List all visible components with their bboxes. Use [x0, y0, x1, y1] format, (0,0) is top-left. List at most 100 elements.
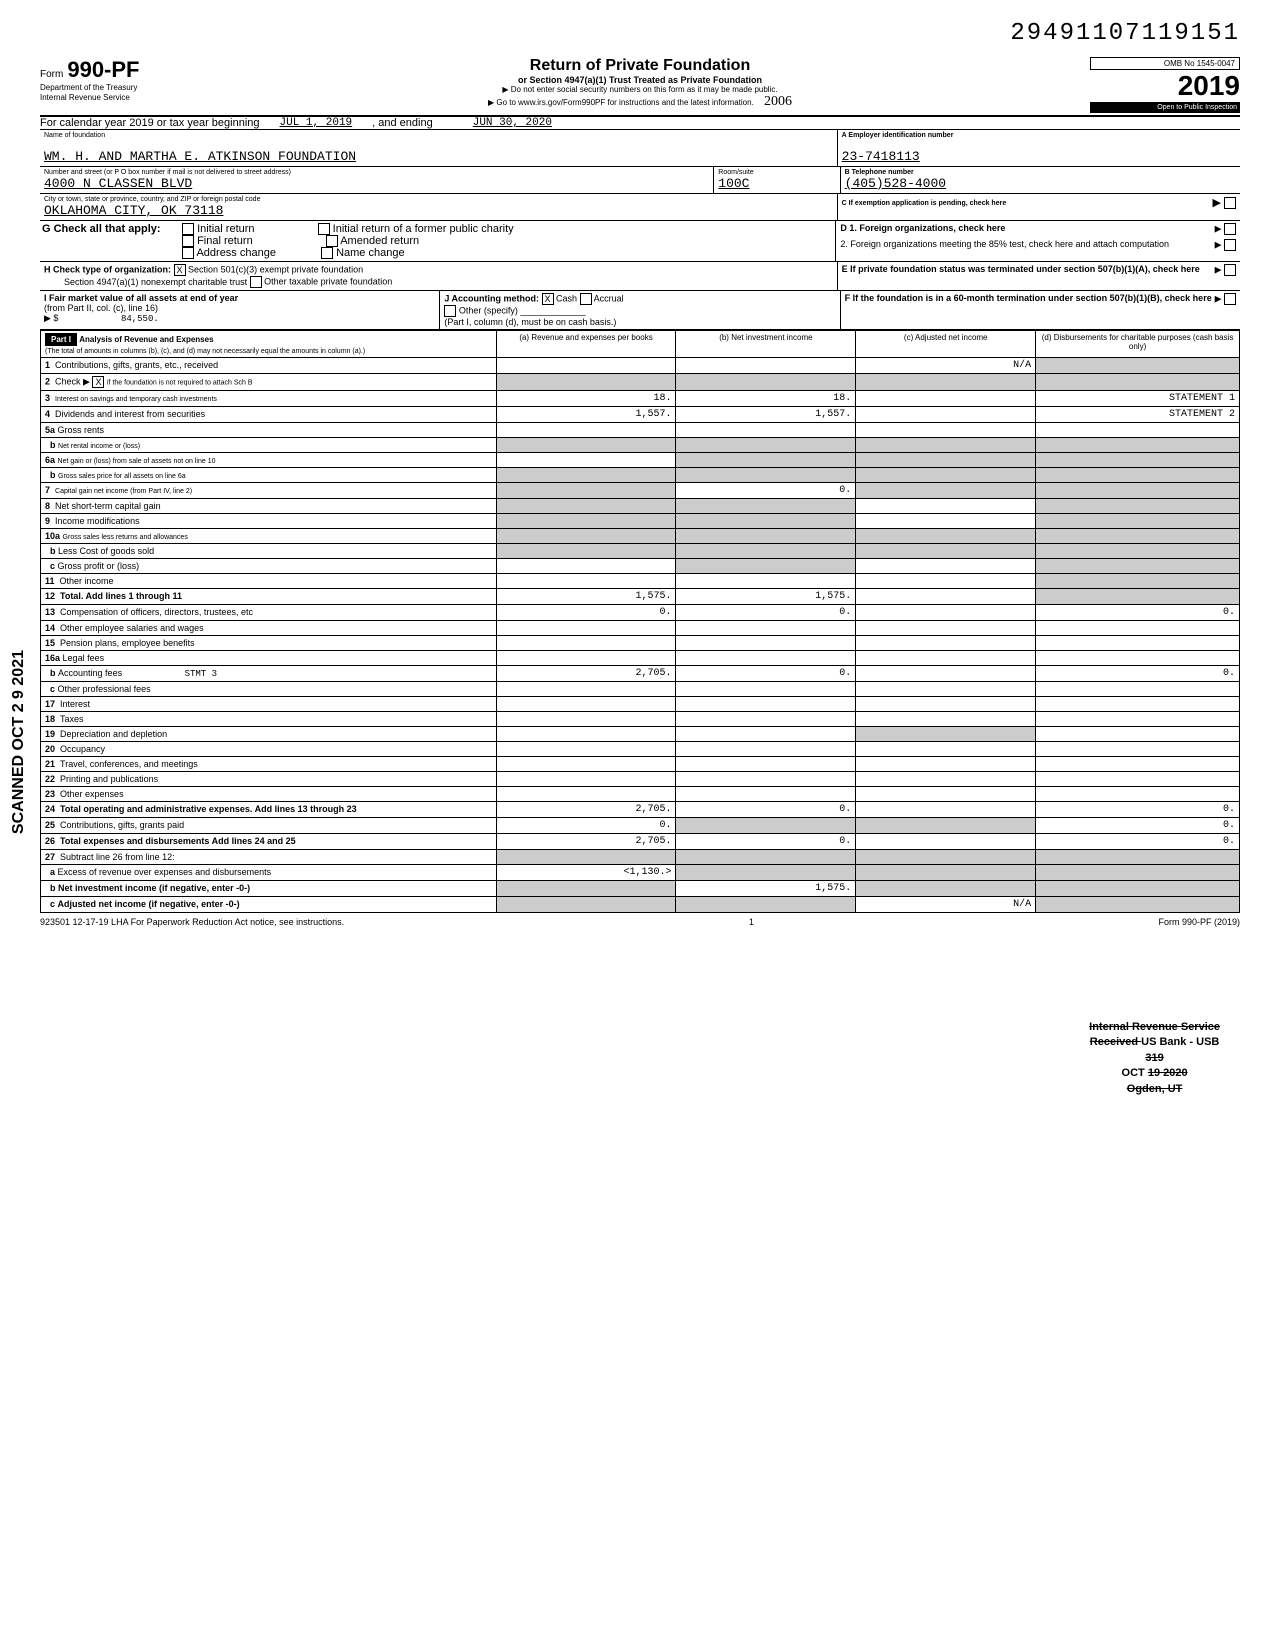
line-16a: 16a Legal fees	[41, 651, 1240, 666]
line-9: 9 Income modifications	[41, 514, 1240, 529]
d2-checkbox[interactable]	[1224, 239, 1236, 251]
f-checkbox[interactable]	[1224, 293, 1236, 305]
part1-subtitle: (The total of amounts in columns (b), (c…	[45, 348, 365, 355]
g-opt-0: Initial return	[197, 223, 254, 235]
line-21: 21 Travel, conferences, and meetings	[41, 757, 1240, 772]
g-opt-1: Final return	[197, 235, 253, 247]
line-6b: b Gross sales price for all assets on li…	[41, 468, 1240, 483]
page-footer: 923501 12-17-19 LHA For Paperwork Reduct…	[40, 913, 1240, 927]
room-label: Room/suite	[718, 169, 835, 176]
line-5b: b Net rental income or (loss)	[41, 438, 1240, 453]
line-16b: b Accounting fees STMT 32,705.0.0.	[41, 666, 1240, 682]
line-18: 18 Taxes	[41, 712, 1240, 727]
line-16c: c Other professional fees	[41, 682, 1240, 697]
j-cash: Cash	[556, 294, 577, 304]
irs-received-stamp: Internal Revenue Service Received US Ban…	[1089, 1020, 1220, 1097]
h-opt1: Section 501(c)(3) exempt private foundat…	[188, 265, 363, 275]
form-note2: ▶ Go to www.irs.gov/Form990PF for instru…	[488, 98, 754, 107]
form-word: Form	[40, 69, 63, 80]
g-final-checkbox[interactable]	[182, 235, 194, 247]
part1-title: Analysis of Revenue and Expenses	[79, 335, 213, 344]
h-501c3-checkbox[interactable]: X	[174, 264, 186, 276]
footer-left: 923501 12-17-19 LHA For Paperwork Reduct…	[40, 917, 344, 927]
form-subtitle: or Section 4947(a)(1) Trust Treated as P…	[190, 75, 1090, 85]
col-d-header: (d) Disbursements for charitable purpose…	[1036, 331, 1240, 358]
line-13: 13 Compensation of officers, directors, …	[41, 605, 1240, 621]
j-accrual-checkbox[interactable]	[580, 293, 592, 305]
i-sub: (from Part II, col. (c), line 16)	[44, 303, 158, 313]
name-label: Name of foundation	[44, 132, 833, 139]
foundation-name: WM. H. AND MARTHA E. ATKINSON FOUNDATION	[44, 149, 833, 164]
j-other: Other (specify)	[459, 306, 518, 316]
footer-right: Form 990-PF (2019)	[1158, 917, 1240, 927]
j-cash-checkbox[interactable]: X	[542, 293, 554, 305]
line-17: 17 Interest	[41, 697, 1240, 712]
g-opt-3: Initial return of a former public charit…	[333, 223, 514, 235]
line-3: 3 Interest on savings and temporary cash…	[41, 391, 1240, 407]
scanned-stamp: SCANNED OCT 2 9 2021	[10, 650, 28, 834]
form-header: Form 990-PF Department of the Treasury I…	[40, 57, 1240, 117]
g-name-checkbox[interactable]	[321, 247, 333, 259]
line-27: 27 Subtract line 26 from line 12:	[41, 850, 1240, 865]
f-label: F If the foundation is in a 60-month ter…	[845, 293, 1212, 303]
city-value: OKLAHOMA CITY, OK 73118	[44, 203, 833, 218]
h-label: H Check type of organization:	[44, 265, 171, 275]
ein-value: 23-7418113	[842, 149, 1236, 164]
period-row: For calendar year 2019 or tax year begin…	[40, 117, 1240, 130]
line-27c: c Adjusted net income (if negative, ente…	[41, 897, 1240, 913]
addr-label: Number and street (or P O box number if …	[44, 169, 709, 176]
dept-line2: Internal Revenue Service	[40, 93, 190, 103]
line-26: 26 Total expenses and disbursements Add …	[41, 834, 1240, 850]
g-label: G Check all that apply:	[42, 223, 182, 259]
room-value: 100C	[718, 176, 835, 191]
footer-center: 1	[749, 917, 754, 927]
line-20: 20 Occupancy	[41, 742, 1240, 757]
d1-checkbox[interactable]	[1224, 223, 1236, 235]
line-23: 23 Other expenses	[41, 787, 1240, 802]
line-1: 1 Contributions, gifts, grants, etc., re…	[41, 358, 1240, 374]
part1-header: Part I	[45, 333, 77, 346]
line-8: 8 Net short-term capital gain	[41, 499, 1240, 514]
g-initial-former-checkbox[interactable]	[318, 223, 330, 235]
tax-year: 2019	[1090, 70, 1240, 102]
h-opt2: Section 4947(a)(1) nonexempt charitable …	[64, 277, 247, 287]
period-mid: , and ending	[372, 117, 433, 129]
public-inspection: Open to Public Inspection	[1090, 102, 1240, 113]
line-5a: 5a Gross rents	[41, 423, 1240, 438]
i-value: 84,550.	[121, 314, 159, 324]
g-amended-checkbox[interactable]	[326, 235, 338, 247]
line-10a: 10a Gross sales less returns and allowan…	[41, 529, 1240, 544]
g-opt-4: Amended return	[340, 235, 419, 247]
line-27b: b Net investment income (if negative, en…	[41, 881, 1240, 897]
line-22: 22 Printing and publications	[41, 772, 1240, 787]
dept-line1: Department of the Treasury	[40, 83, 190, 93]
line-2: 2 Check ▶ X if the foundation is not req…	[41, 374, 1240, 391]
line-10b: b Less Cost of goods sold	[41, 544, 1240, 559]
j-accrual: Accrual	[594, 294, 624, 304]
line-4: 4 Dividends and interest from securities…	[41, 407, 1240, 423]
h-4947-checkbox[interactable]	[250, 276, 262, 288]
j-note: (Part I, column (d), must be on cash bas…	[444, 317, 616, 327]
line-25: 25 Contributions, gifts, grants paid0.0.	[41, 818, 1240, 834]
ein-label: A Employer identification number	[842, 132, 1236, 139]
form-number: 990-PF	[67, 57, 139, 83]
line-10c: c Gross profit or (loss)	[41, 559, 1240, 574]
e-checkbox[interactable]	[1224, 264, 1236, 276]
i-arrow: ▶ $	[44, 313, 58, 323]
line-6a: 6a Net gain or (loss) from sale of asset…	[41, 453, 1240, 468]
form-title: Return of Private Foundation	[190, 57, 1090, 75]
i-label: I Fair market value of all assets at end…	[44, 293, 238, 303]
c-checkbox[interactable]	[1224, 197, 1236, 209]
j-other-checkbox[interactable]	[444, 305, 456, 317]
line-11: 11 Other income	[41, 574, 1240, 589]
line-12: 12 Total. Add lines 1 through 111,575.1,…	[41, 589, 1240, 605]
phone-value: (405)528-4000	[845, 176, 1236, 191]
g-address-checkbox[interactable]	[182, 247, 194, 259]
part1-table: Part I Analysis of Revenue and Expenses …	[40, 330, 1240, 913]
period-end: JUN 30, 2020	[473, 117, 552, 129]
omb-number: OMB No 1545-0047	[1090, 57, 1240, 70]
phone-label: B Telephone number	[845, 169, 1236, 176]
d2-label: 2. Foreign organizations meeting the 85%…	[840, 239, 1169, 249]
g-initial-checkbox[interactable]	[182, 223, 194, 235]
g-opt-2: Address change	[196, 247, 276, 259]
